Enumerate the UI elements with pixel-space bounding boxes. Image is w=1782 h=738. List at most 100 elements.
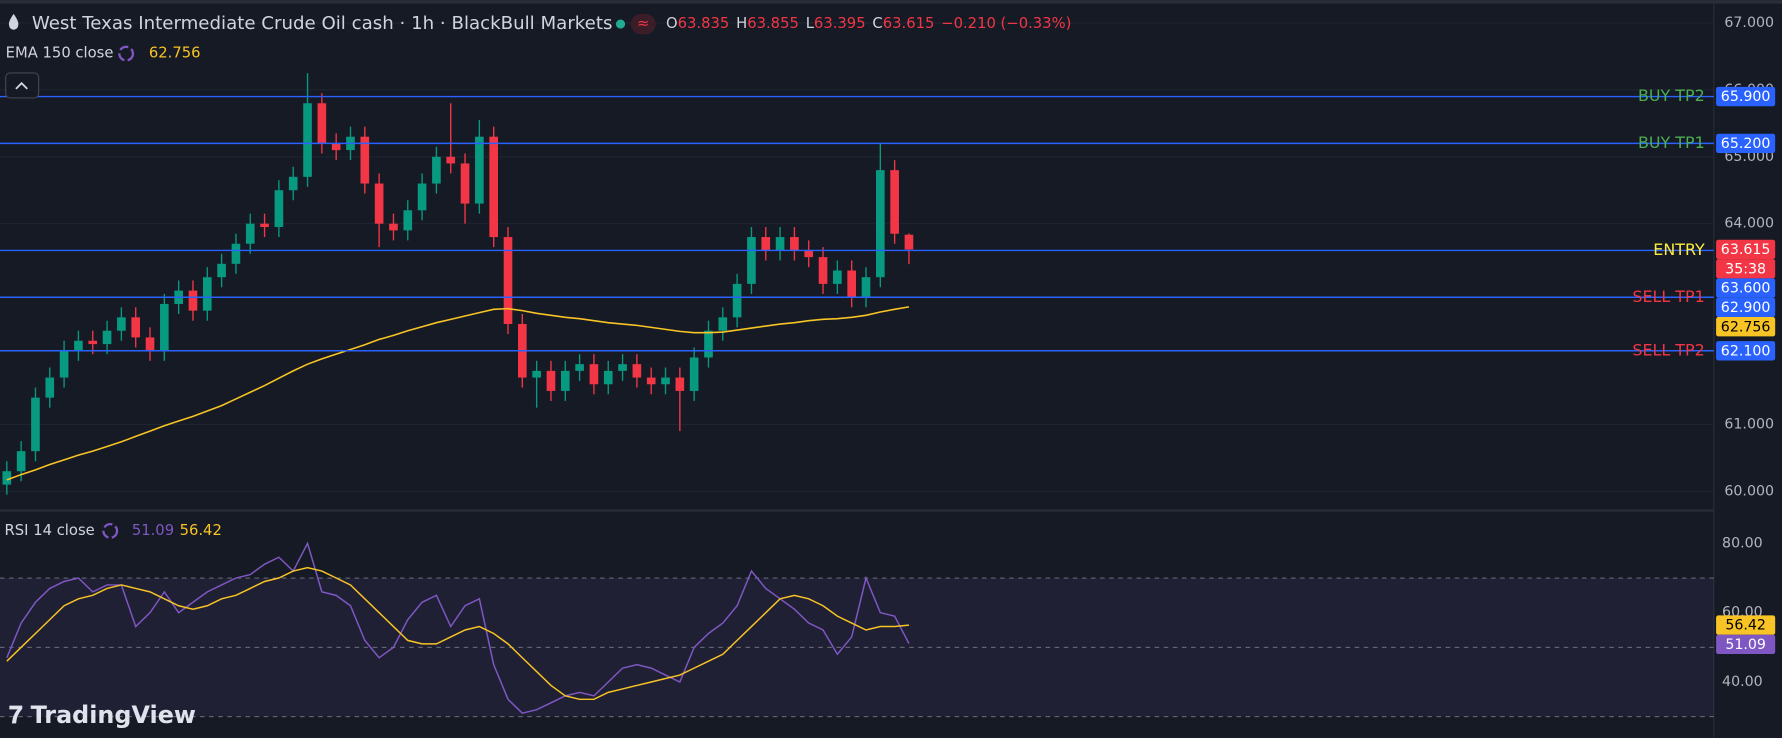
candle-body	[45, 377, 55, 398]
candle-body	[117, 317, 126, 331]
rsi-line	[6, 566, 910, 701]
watermark-text: TradingView	[31, 701, 196, 729]
level-name: SELL TP1	[1632, 287, 1704, 306]
y-tick-label: 67.000	[1724, 15, 1774, 31]
ohlc-key: H	[736, 15, 747, 32]
candle-body	[603, 370, 613, 385]
candle-body	[317, 103, 327, 144]
boxes-layer: 65.900 65.200 63.615 35:38 63.600 62.900 62.75…	[1716, 86, 1776, 655]
candle-body	[403, 210, 413, 231]
ema-legend-icon	[118, 45, 135, 62]
candle-body	[74, 340, 83, 351]
y-tick-label: 61.000	[1724, 416, 1774, 432]
candle-body	[503, 237, 513, 325]
candle-body	[145, 337, 155, 351]
candle-body	[260, 223, 269, 228]
candle-body	[632, 364, 642, 378]
candle-body	[131, 317, 141, 338]
level-name: SELL TP2	[1632, 340, 1704, 359]
candle-body	[804, 250, 814, 258]
candle-body	[847, 270, 856, 298]
ema-legend-name: EMA 150 close	[6, 45, 114, 62]
candle-body	[475, 136, 484, 204]
candle-body	[575, 364, 584, 371]
candle-body	[861, 277, 871, 298]
candle-body	[875, 170, 885, 278]
level-price-box	[1716, 278, 1776, 298]
watermark: 𝟕 TradingView	[9, 701, 196, 729]
candle-body	[360, 136, 370, 184]
ohlc-key: O	[666, 15, 678, 32]
candle-body	[532, 370, 541, 378]
delay-icon: ≈	[637, 15, 649, 32]
rsi-value-box	[1716, 615, 1776, 635]
ema-line	[6, 306, 910, 481]
candle-body	[202, 277, 212, 311]
candle-body	[231, 243, 241, 264]
grid-layer: 60.00061.00064.00065.00066.00067.00040.0…	[0, 15, 1774, 718]
rsi-value-box-label: 56.42	[1725, 618, 1766, 634]
candle-body	[331, 143, 341, 151]
candle-body	[790, 237, 799, 251]
candle-body	[732, 283, 742, 318]
rsi-value-box	[1716, 634, 1776, 655]
ohlc-value: 63.615	[883, 15, 935, 32]
ohlc-value: 63.395	[814, 15, 866, 32]
candle-body	[718, 317, 728, 331]
level-price-box	[1716, 133, 1776, 154]
ohlc-value: 63.835	[678, 15, 730, 32]
top-border	[0, 0, 1782, 4]
candle-body	[689, 357, 699, 391]
ohlc: O63.835 H63.855 L63.395 C63.615 −0.210 (−0.3…	[666, 15, 1071, 32]
candle-body	[589, 364, 599, 385]
candle-body	[374, 183, 384, 224]
candle-body	[646, 377, 656, 385]
candle-body	[833, 270, 842, 284]
last-price-box	[1716, 239, 1776, 260]
rsi-legend-value: 51.09	[132, 522, 174, 539]
candle-body	[245, 223, 255, 244]
ema-legend-value: 62.756	[149, 45, 201, 62]
candle-body	[761, 237, 771, 251]
candle-body	[546, 370, 556, 391]
y-tick-label: 60.000	[1724, 483, 1774, 499]
level-name: BUY TP1	[1638, 133, 1705, 152]
candle-body	[818, 257, 828, 284]
countdown-box-label: 35:38	[1725, 261, 1766, 277]
header: West Texas Intermediate Crude Oil cash ·…	[5, 13, 1072, 729]
candle-body	[775, 237, 785, 251]
candle-body	[904, 234, 914, 250]
candle-body	[618, 364, 627, 371]
candle-body	[2, 471, 12, 485]
candle-body	[217, 263, 226, 278]
level-price-box	[1716, 297, 1776, 318]
level-name: BUY TP2	[1638, 86, 1705, 105]
candle-body	[59, 350, 69, 378]
candle-body	[661, 377, 670, 385]
level-price-box-label: 62.100	[1721, 343, 1771, 359]
collapse-button[interactable]	[5, 72, 40, 99]
candle-body	[704, 330, 713, 358]
candle-body	[675, 377, 685, 391]
candle-body	[460, 163, 470, 204]
ohlc-key: C	[872, 15, 882, 32]
level-price-box	[1716, 341, 1776, 361]
candle-body	[747, 237, 756, 284]
collapse-icon	[15, 81, 28, 90]
ohlc-value: 63.855	[747, 15, 799, 32]
candle-body	[489, 136, 499, 238]
level-price-box	[1716, 86, 1776, 107]
candle-body	[890, 170, 899, 234]
ohlc-key: L	[806, 15, 815, 32]
rsi-value-box-label: 51.09	[1725, 637, 1766, 653]
marks-layer: BUY TP2 BUY TP1 ENTRY SELL TP1 SELL TP2	[0, 73, 1714, 714]
candle-body	[88, 340, 98, 345]
candle-body	[31, 397, 40, 452]
rsi-line	[6, 541, 910, 714]
candle-body	[188, 290, 198, 311]
ema-price-box-label: 62.756	[1721, 319, 1771, 335]
watermark-logo: 𝟕	[9, 701, 31, 729]
candle-body	[274, 190, 284, 228]
